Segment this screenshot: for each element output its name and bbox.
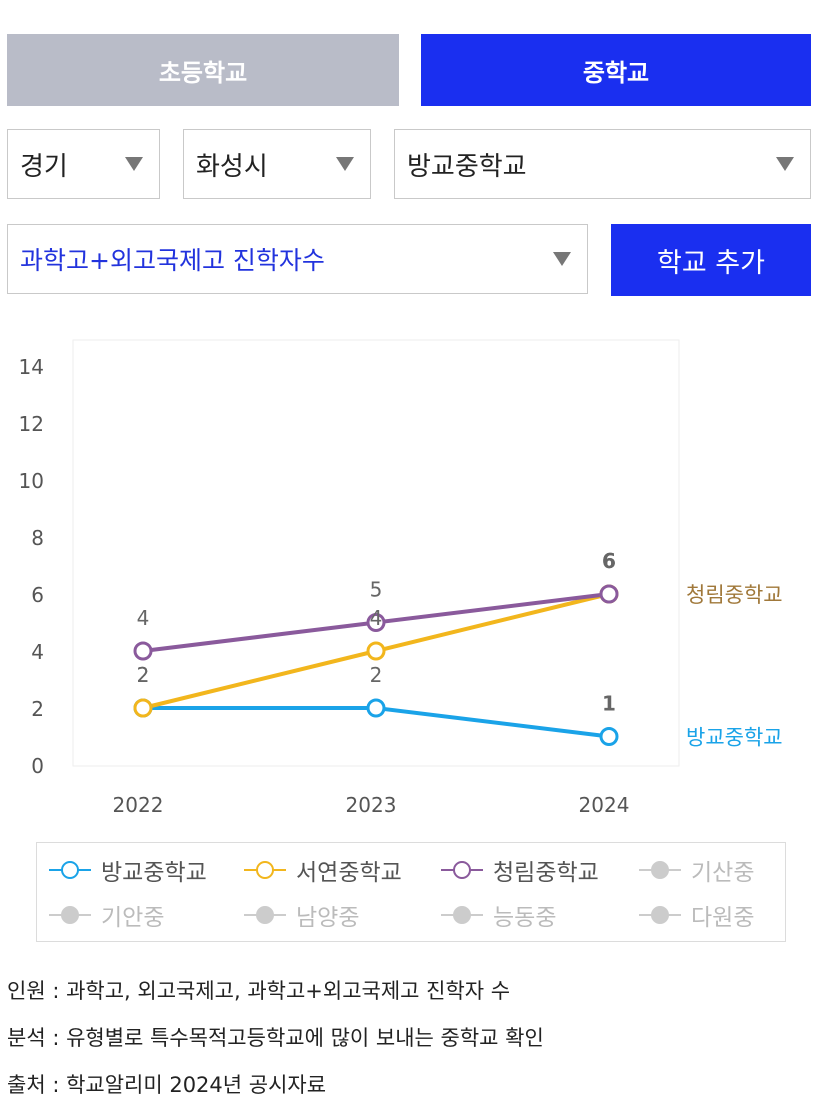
data-label: 6 [602,549,616,573]
series-end-label: 청림중학교 [686,583,783,607]
data-label: 4 [137,606,150,630]
legend-label: 서연중학교 [296,860,402,886]
legend-item[interactable]: 기산중 [637,853,754,887]
city-select[interactable]: 화성시 [183,129,371,199]
legend-marker-icon [244,906,286,924]
legend-item[interactable]: 남양중 [242,898,359,932]
x-tick-label: 2024 [579,793,630,817]
note-line-1: 인원 : 과학고, 외고국제고, 과학고+외고국제고 진학자 수 [7,979,511,1003]
y-tick-label: 6 [31,583,44,607]
legend-marker-icon [49,906,91,924]
legend-item[interactable]: 기안중 [47,898,164,932]
legend-item[interactable]: 다원중 [637,898,754,932]
school-select-value: 방교중학교 [407,151,527,182]
legend-marker-icon [244,861,286,879]
data-point[interactable] [133,698,153,718]
legend-marker-icon [639,861,681,879]
data-point[interactable] [599,584,619,604]
data-point[interactable] [366,698,386,718]
region-select-value: 경기 [20,151,68,182]
data-label: 1 [602,692,616,716]
add-school-button[interactable]: 학교 추가 [611,224,811,296]
y-tick-label: 8 [31,526,44,550]
chevron-down-icon [553,252,571,266]
chevron-down-icon [776,157,794,171]
y-tick-label: 10 [19,469,44,493]
legend-item[interactable]: 능동중 [439,898,556,932]
note-line-3: 출처 : 학교알리미 2024년 공시자료 [7,1073,327,1097]
x-tick-label: 2022 [113,793,164,817]
y-tick-label: 0 [31,754,44,778]
legend-label: 남양중 [296,905,360,931]
y-tick-label: 4 [31,640,44,664]
data-point[interactable] [366,613,386,632]
legend-label: 다원중 [691,905,755,931]
legend-label: 청림중학교 [493,860,599,886]
legend-label: 방교중학교 [101,860,207,886]
legend-item[interactable]: 청림중학교 [439,853,599,887]
chevron-down-icon [125,157,143,171]
chevron-down-icon [336,157,354,171]
data-label: 2 [137,663,150,687]
data-point[interactable] [599,727,619,746]
note-line-2: 분석 : 유형별로 특수목적고등학교에 많이 보내는 중학교 확인 [7,1026,544,1050]
data-label: 4 [370,606,383,630]
legend-marker-icon [639,906,681,924]
legend-marker-icon [441,861,483,879]
tab-middle-school[interactable]: 중학교 [421,34,811,106]
data-label: 2 [137,663,150,687]
legend-item[interactable]: 방교중학교 [47,853,207,887]
data-label: 5 [370,578,383,602]
y-tick-label: 2 [31,697,44,721]
legend-item[interactable]: 서연중학교 [242,853,402,887]
legend-marker-icon [441,906,483,924]
metric-select[interactable]: 과학고+외고국제고 진학자수 [7,224,588,294]
tab-elementary-school[interactable]: 초등학교 [7,34,399,106]
data-point[interactable] [366,641,386,661]
metric-select-value: 과학고+외고국제고 진학자수 [20,246,325,275]
city-select-value: 화성시 [196,151,268,182]
plot-area [72,339,680,767]
y-tick-label: 14 [19,355,44,379]
data-label: 2 [370,663,383,687]
x-tick-label: 2023 [346,793,397,817]
school-select[interactable]: 방교중학교 [394,129,811,199]
legend-label: 기안중 [101,905,165,931]
region-select[interactable]: 경기 [7,129,160,199]
data-label: 6 [602,549,616,573]
series-end-label: 방교중학교 [686,726,783,750]
y-tick-label: 12 [19,412,44,436]
data-point[interactable] [133,641,153,661]
legend-label: 능동중 [493,905,557,931]
legend-label: 기산중 [691,860,755,886]
legend-marker-icon [49,861,91,879]
